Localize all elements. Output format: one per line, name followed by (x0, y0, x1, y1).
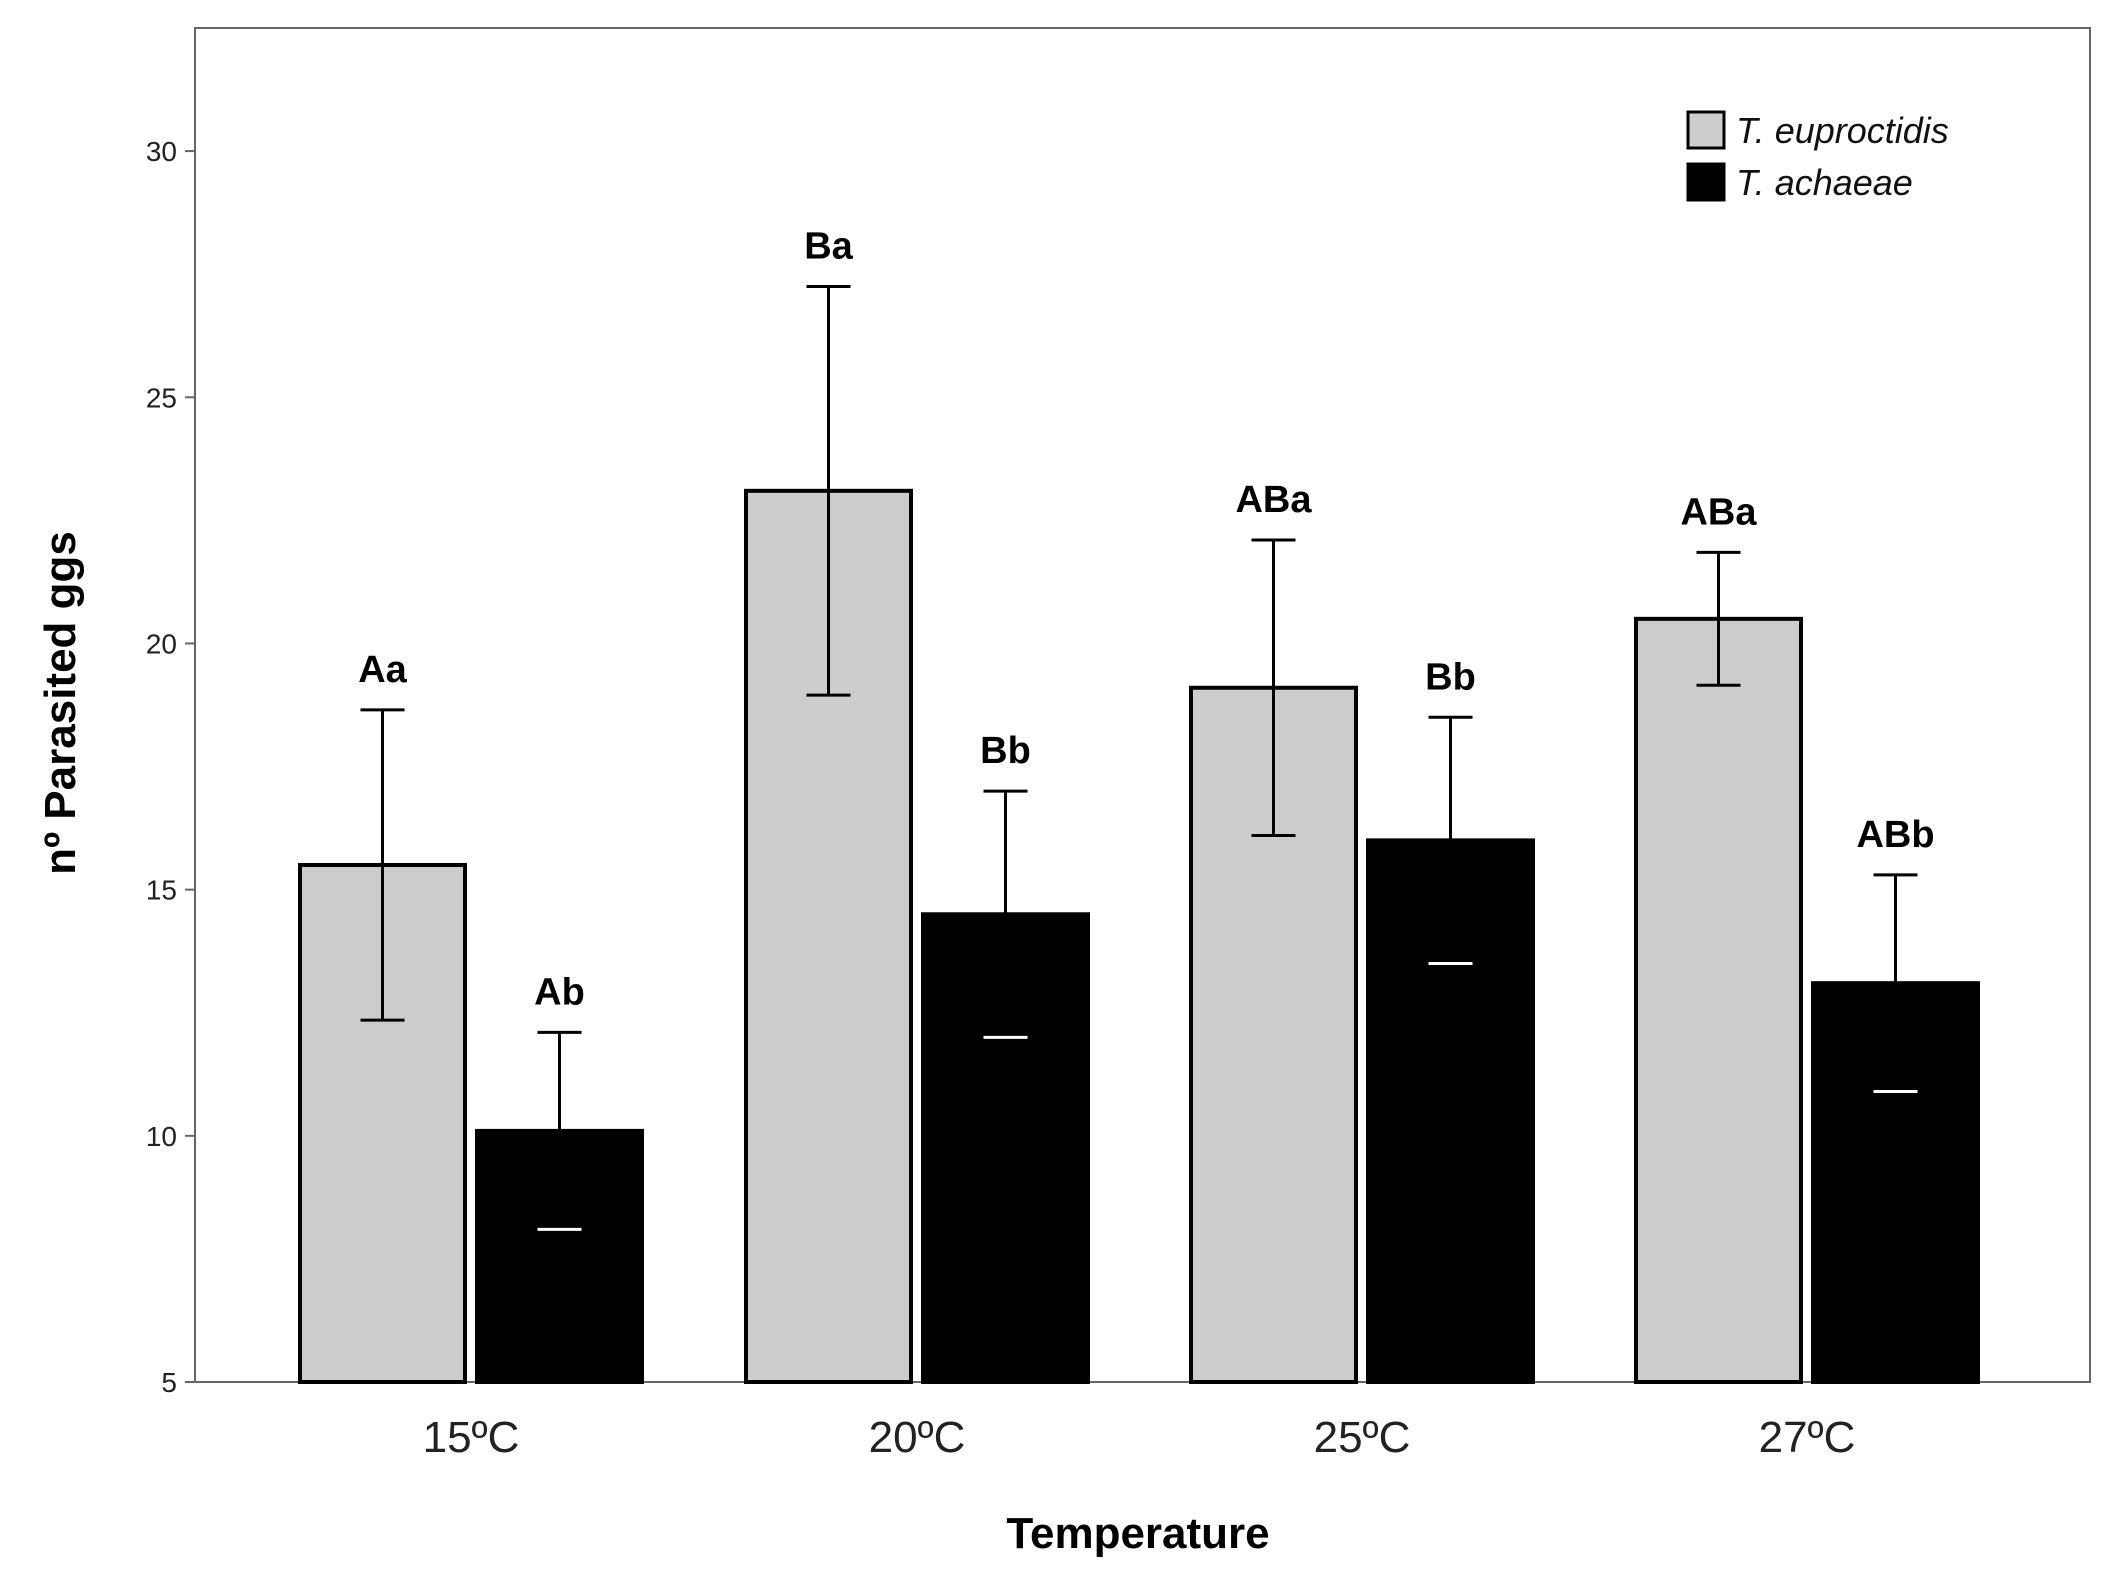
significance-label-t-achaeae-27-c: ABb (1856, 814, 1934, 856)
significance-label-t-euproctidis-20-c: Ba (804, 225, 853, 267)
x-axis-title: Temperature (1006, 1509, 1269, 1558)
y-tick-label-10: 10 (146, 1121, 177, 1152)
category-label-27-c: 27ºC (1759, 1413, 1856, 1462)
legend-label-t-achaeae: T. achaeae (1736, 162, 1913, 203)
category-label-20-c: 20ºC (869, 1413, 966, 1462)
significance-label-t-achaeae-20-c: Bb (980, 730, 1031, 772)
legend-swatch-t-achaeae (1686, 162, 1726, 202)
x-axis: 15ºC 20ºC 25ºC 27ºC (423, 1413, 1856, 1462)
legend-label-t-euproctidis: T. euproctidis (1736, 110, 1949, 151)
significance-label-t-euproctidis-25-c: ABa (1235, 479, 1312, 521)
significance-label-t-achaeae-15-c: Ab (534, 971, 585, 1013)
y-tick-label-25: 25 (146, 382, 177, 413)
y-axis-title: nº Parasited ggs (36, 531, 85, 875)
y-axis: 5 10 15 20 25 30 (146, 136, 195, 1398)
significance-label-t-euproctidis-15-c: Aa (358, 649, 407, 691)
bars: Aa Ab Ba Bb ABa Bb ABa ABb (298, 225, 1980, 1384)
category-label-25-c: 25ºC (1314, 1413, 1411, 1462)
legend: T. euproctidis T. achaeae (1686, 110, 1949, 203)
legend-swatch-t-euproctidis (1686, 110, 1726, 150)
y-tick-label-5: 5 (161, 1367, 177, 1398)
y-tick-label-30: 30 (146, 136, 177, 167)
significance-label-t-achaeae-25-c: Bb (1425, 656, 1476, 698)
category-label-15-c: 15ºC (423, 1413, 520, 1462)
y-tick-label-15: 15 (146, 875, 177, 906)
significance-label-t-euproctidis-27-c: ABa (1680, 491, 1757, 533)
bar-t-euproctidis-27-c (1634, 616, 1803, 1384)
y-tick-label-20: 20 (146, 628, 177, 659)
